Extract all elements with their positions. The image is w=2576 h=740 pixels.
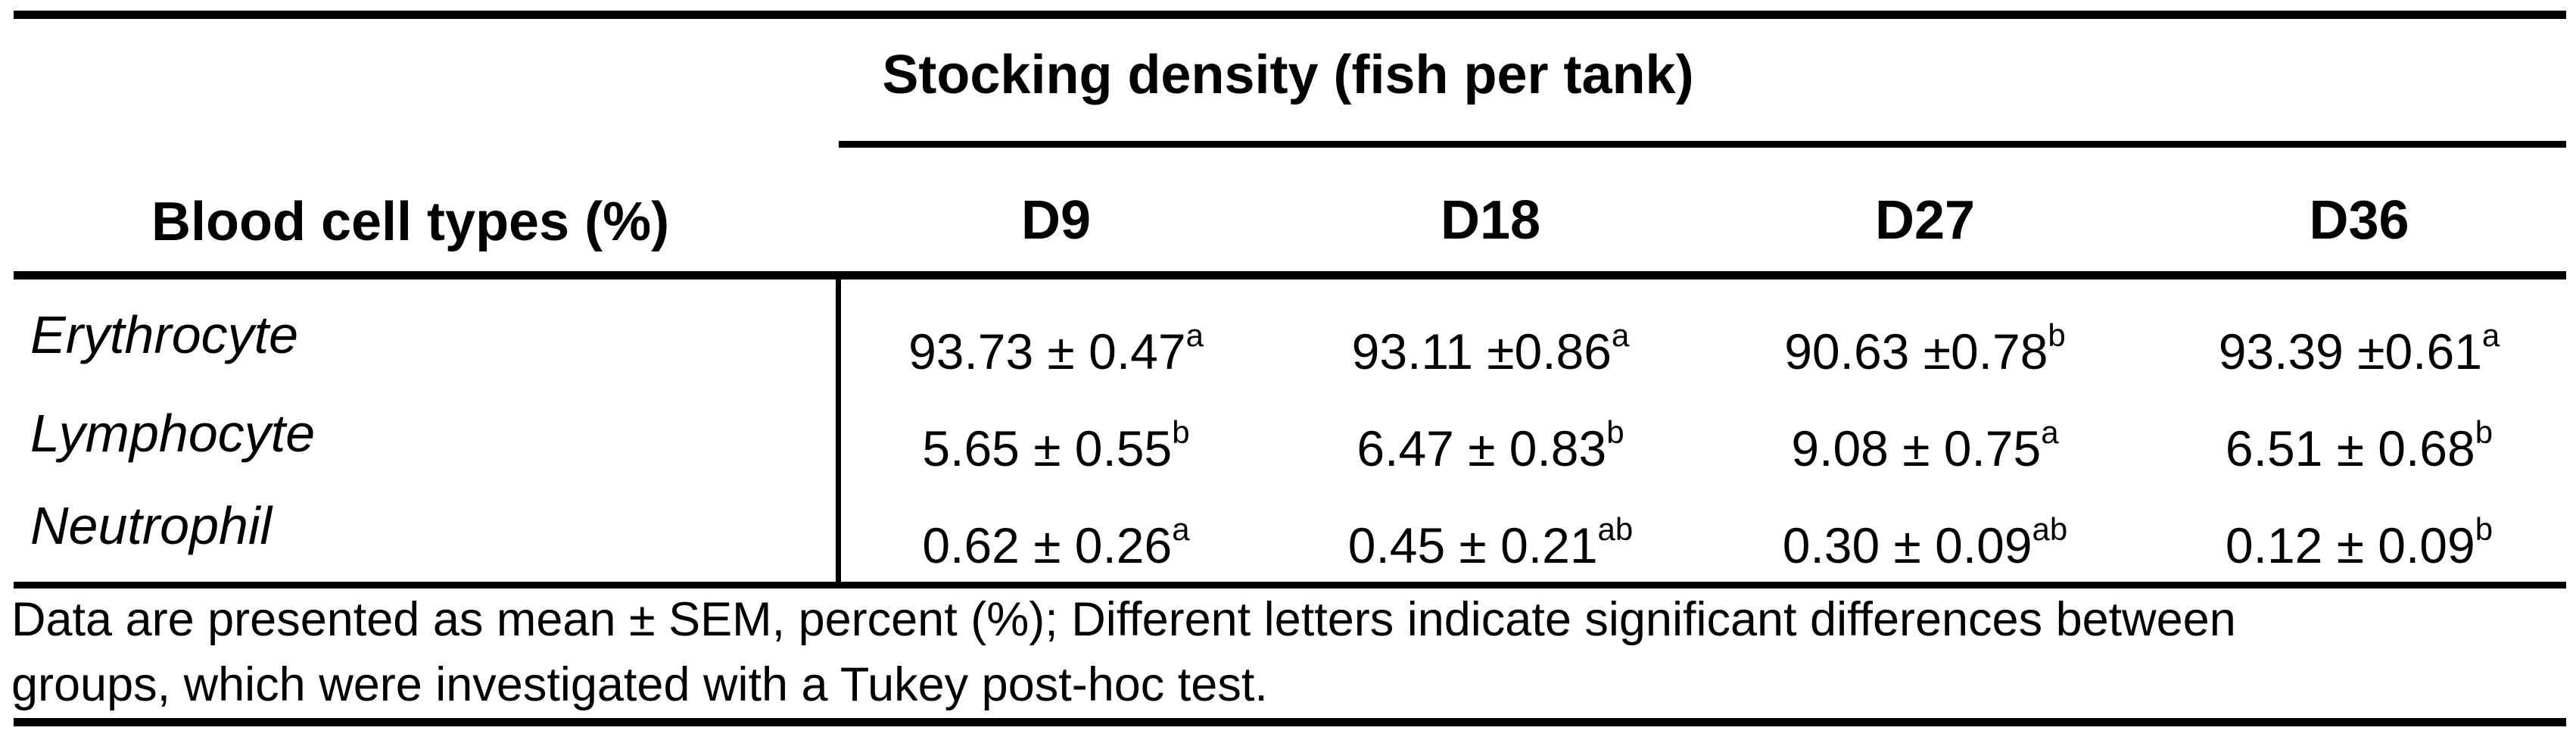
cell-value: 6.47 ± 0.83 (1357, 420, 1607, 476)
cell-value: 0.30 ± 0.09 (1782, 517, 2032, 573)
spanner-underline-rule (839, 141, 2566, 148)
cell-value: 0.45 ± 0.21 (1347, 517, 1598, 573)
column-header-d18: D18 (1440, 190, 1541, 251)
cell-value: 90.63 ±0.78 (1784, 323, 2048, 379)
data-cell-erythrocyte-d9: 93.73 ± 0.47a (839, 320, 1273, 380)
data-cell-lymphocyte-d27: 9.08 ± 0.75a (1708, 417, 2142, 477)
cell-value: 93.73 ± 0.47 (908, 323, 1186, 379)
cell-value: 0.12 ± 0.09 (2225, 517, 2475, 573)
cell-value: 9.08 ± 0.75 (1791, 420, 2042, 476)
significance-letter: ab (2032, 511, 2068, 547)
body-bottom-rule (14, 582, 2566, 589)
significance-letter: ab (1597, 511, 1634, 547)
significance-letter: a (2481, 317, 2500, 353)
header-bottom-rule (14, 271, 2566, 279)
cell-value: 5.65 ± 0.55 (922, 420, 1173, 476)
data-cell-lymphocyte-d9: 5.65 ± 0.55b (839, 417, 1273, 477)
footnote-line-2: groups, which were investigated with a T… (11, 658, 1268, 711)
significance-letter: b (1172, 414, 1190, 450)
data-cell-lymphocyte-d36: 6.51 ± 0.68b (2142, 417, 2576, 477)
data-cell-erythrocyte-d18: 93.11 ±0.86a (1273, 320, 1708, 380)
column-header-d27: D27 (1874, 190, 1976, 251)
significance-letter: a (2041, 414, 2059, 450)
significance-letter: b (1606, 414, 1624, 450)
data-cell-neutrophil-d9: 0.62 ± 0.26a (839, 514, 1273, 574)
significance-letter: a (1185, 317, 1204, 353)
column-header-d36: D36 (2309, 190, 2409, 251)
column-divider-rule (836, 279, 841, 589)
footnote-line-1: Data are presented as mean ± SEM, percen… (11, 593, 2236, 646)
top-border-rule (14, 11, 2566, 19)
significance-letter: a (1172, 511, 1190, 547)
row-label-lymphocyte: Lymphocyte (30, 404, 316, 463)
significance-letter: a (1611, 317, 1630, 353)
row-label-erythrocyte: Erythrocyte (30, 305, 298, 364)
cell-value: 93.11 ±0.86 (1351, 323, 1612, 379)
bottom-border-rule (14, 718, 2566, 726)
column-header-d9: D9 (1020, 190, 1092, 251)
significance-letter: b (2475, 511, 2493, 547)
cell-value: 0.62 ± 0.26 (922, 517, 1173, 573)
row-header-blood-cell-types: Blood cell types (%) (151, 192, 670, 252)
significance-letter: b (2475, 414, 2493, 450)
cell-value: 93.39 ±0.61 (2218, 323, 2482, 379)
table-spanner-title: Stocking density (fish per tank) (882, 45, 1694, 105)
data-cell-neutrophil-d36: 0.12 ± 0.09b (2142, 514, 2576, 574)
cell-value: 6.51 ± 0.68 (2225, 420, 2475, 476)
data-cell-erythrocyte-d27: 90.63 ±0.78b (1708, 320, 2142, 380)
data-cell-lymphocyte-d18: 6.47 ± 0.83b (1273, 417, 1708, 477)
row-label-neutrophil: Neutrophil (30, 496, 273, 555)
data-cell-neutrophil-d18: 0.45 ± 0.21ab (1273, 514, 1708, 574)
data-cell-neutrophil-d27: 0.30 ± 0.09ab (1708, 514, 2142, 574)
significance-letter: b (2048, 317, 2066, 353)
data-cell-erythrocyte-d36: 93.39 ±0.61a (2142, 320, 2576, 380)
